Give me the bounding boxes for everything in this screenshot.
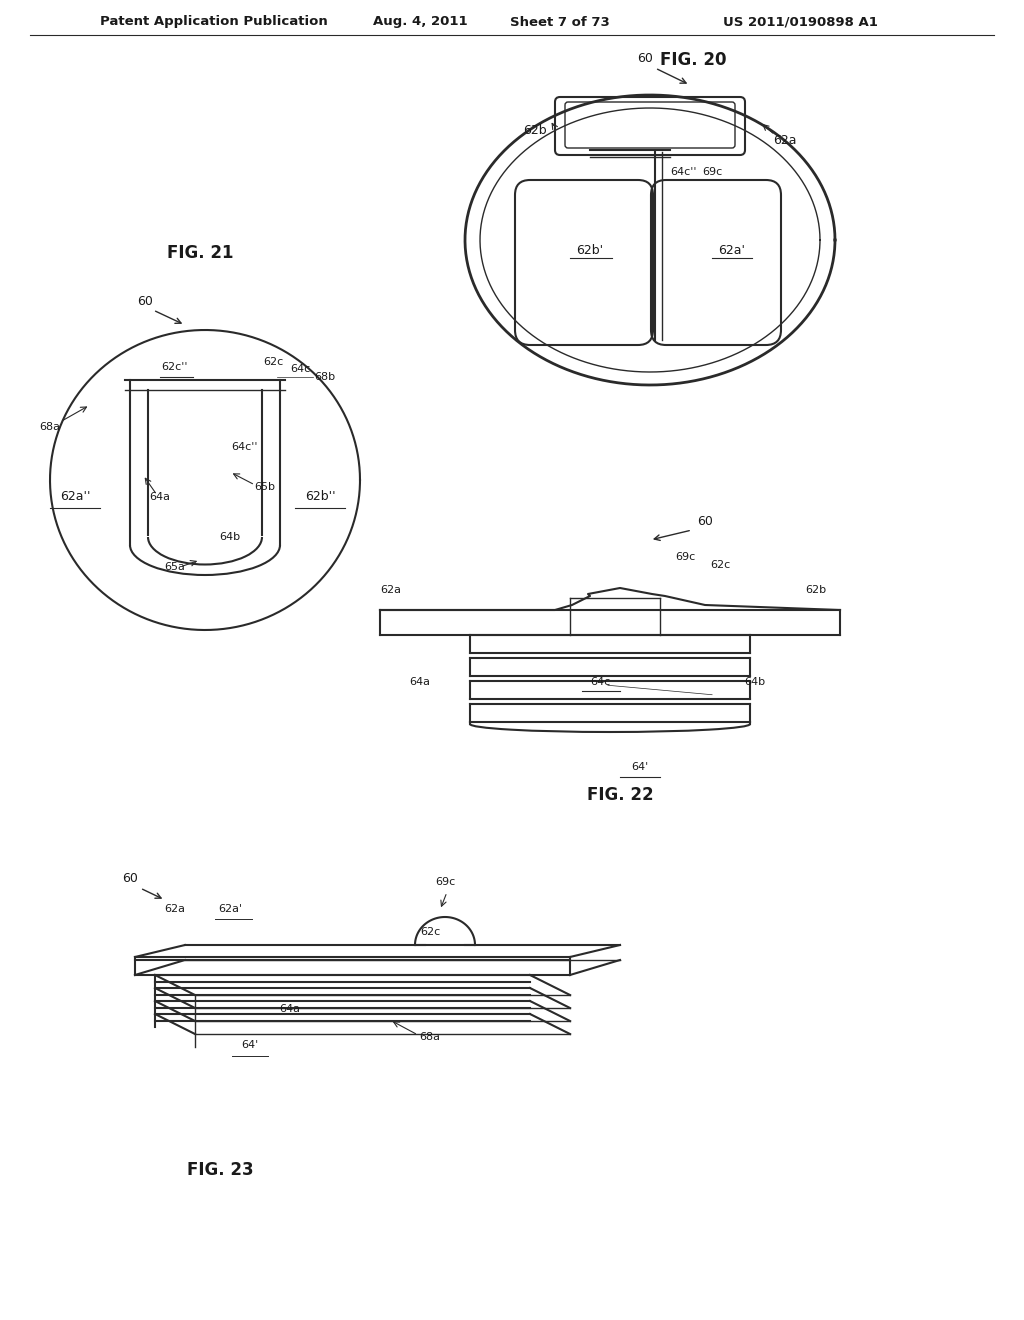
Text: 69c: 69c	[435, 876, 455, 887]
Text: 64b: 64b	[219, 532, 241, 543]
Text: FIG. 20: FIG. 20	[660, 51, 726, 69]
Text: 62a: 62a	[165, 904, 185, 913]
Text: FIG. 21: FIG. 21	[167, 244, 233, 261]
Text: US 2011/0190898 A1: US 2011/0190898 A1	[723, 16, 878, 29]
Text: FIG. 23: FIG. 23	[186, 1162, 253, 1179]
Text: Aug. 4, 2011: Aug. 4, 2011	[373, 16, 467, 29]
Text: 62a': 62a'	[719, 243, 745, 256]
Text: 64c'': 64c''	[231, 442, 258, 451]
Text: 68a: 68a	[40, 422, 60, 432]
Text: 62c'': 62c''	[162, 362, 188, 372]
Text: 60: 60	[637, 51, 653, 65]
Text: 64a: 64a	[280, 1005, 300, 1014]
Text: 69c: 69c	[702, 168, 722, 177]
Text: 64c: 64c	[590, 677, 610, 686]
Text: 62a: 62a	[773, 133, 797, 147]
Text: 64': 64'	[242, 1040, 259, 1049]
Text: 64c'': 64c''	[670, 168, 696, 177]
Text: FIG. 22: FIG. 22	[587, 785, 653, 804]
Text: 69c: 69c	[675, 552, 695, 562]
Text: 62a': 62a'	[218, 904, 242, 913]
Text: 68a: 68a	[420, 1032, 440, 1041]
Text: 60: 60	[137, 294, 153, 308]
Text: 64a: 64a	[410, 677, 430, 686]
Text: 62b: 62b	[523, 124, 547, 136]
Text: 62b: 62b	[805, 585, 826, 595]
Text: 64a: 64a	[150, 492, 171, 502]
Text: 62b': 62b'	[577, 243, 603, 256]
Text: 62c: 62c	[263, 356, 283, 367]
Text: Sheet 7 of 73: Sheet 7 of 73	[510, 16, 610, 29]
Text: 62b'': 62b''	[305, 490, 335, 503]
Text: 64': 64'	[632, 762, 648, 772]
Text: 62a'': 62a''	[59, 490, 90, 503]
Text: 62a: 62a	[380, 585, 401, 595]
Text: 65b: 65b	[255, 482, 275, 492]
Text: 62c: 62c	[420, 927, 440, 937]
Text: 60: 60	[697, 515, 713, 528]
Text: 62c: 62c	[710, 560, 730, 570]
Text: 68b: 68b	[314, 372, 336, 381]
Text: 64b: 64b	[744, 677, 766, 686]
Text: 60: 60	[122, 873, 138, 884]
Text: Patent Application Publication: Patent Application Publication	[100, 16, 328, 29]
Text: 65a: 65a	[165, 562, 185, 572]
Text: 64c: 64c	[290, 364, 310, 374]
